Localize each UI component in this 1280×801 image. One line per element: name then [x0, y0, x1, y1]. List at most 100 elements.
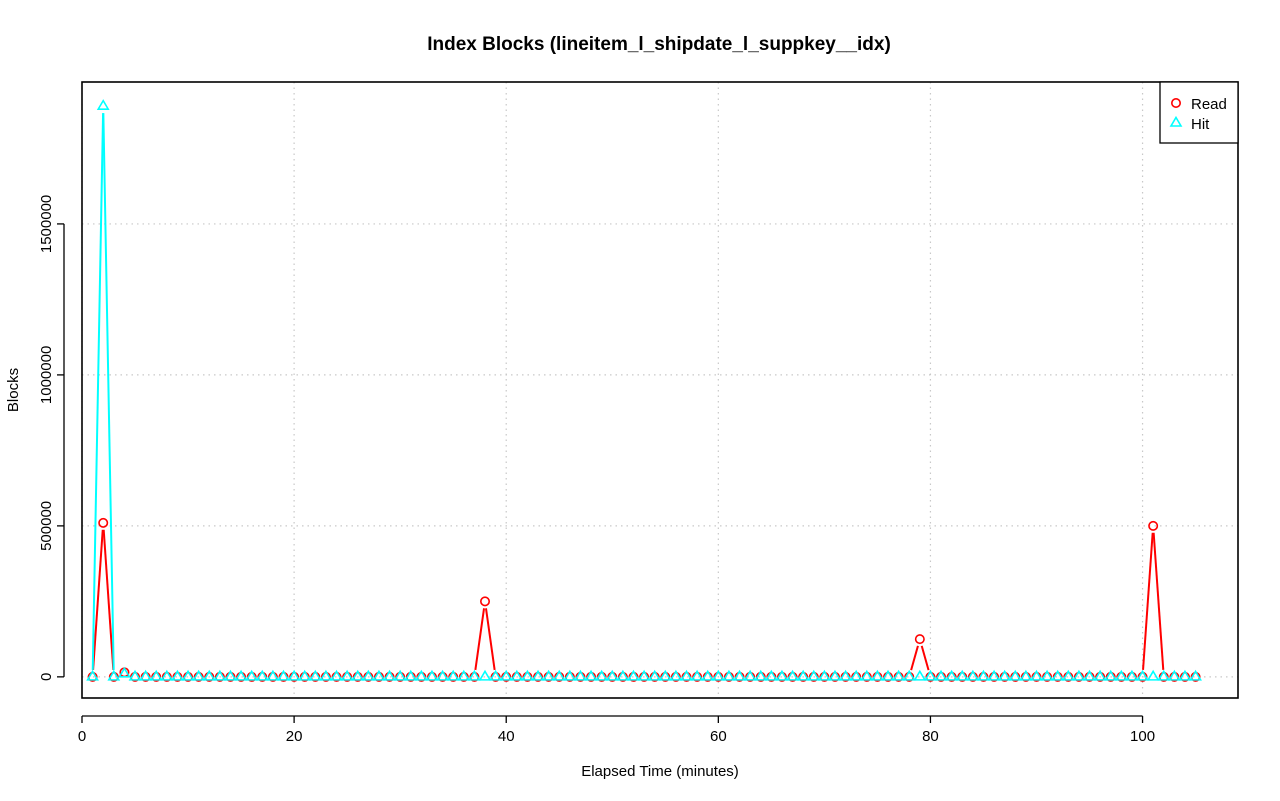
series-line-segment	[910, 645, 919, 671]
data-point	[98, 517, 109, 528]
data-point	[96, 99, 110, 110]
data-point	[266, 669, 280, 681]
series-line-segment	[92, 529, 104, 670]
series-line-segment	[474, 608, 486, 671]
data-point	[860, 669, 874, 681]
series-line-segment	[102, 113, 115, 670]
data-point	[733, 669, 746, 681]
data-point	[287, 669, 301, 681]
legend-hit-marker	[1169, 115, 1183, 127]
data-point	[192, 669, 206, 681]
data-point	[224, 669, 237, 681]
data-point	[711, 669, 725, 681]
data-point	[552, 669, 566, 681]
y-tick-label: 1500000	[38, 195, 55, 253]
data-point	[902, 669, 916, 681]
data-point	[987, 669, 1001, 681]
data-point	[563, 669, 577, 681]
y-tick-label: 1000000	[38, 346, 55, 404]
chart-title: Index Blocks (lineitem_l_shipdate_l_supp…	[427, 34, 891, 55]
data-point	[1061, 669, 1075, 681]
data-point	[1104, 669, 1118, 681]
data-point	[149, 669, 163, 681]
legend-read-marker	[1171, 98, 1182, 109]
data-point	[499, 669, 513, 681]
data-point	[1030, 669, 1043, 681]
data-point	[743, 669, 757, 681]
data-point	[234, 669, 248, 681]
data-point	[913, 669, 927, 681]
y-tick-label: 0	[38, 673, 55, 681]
data-point	[1167, 669, 1181, 681]
data-point	[1189, 669, 1202, 681]
legend-read-label: Read	[1191, 96, 1227, 113]
data-point	[308, 669, 322, 681]
data-point	[658, 669, 672, 681]
data-point	[489, 669, 503, 681]
data-point	[1051, 669, 1065, 681]
data-point	[669, 669, 683, 681]
plot-frame	[81, 81, 1239, 699]
data-point	[86, 669, 100, 681]
data-point	[977, 669, 990, 681]
data-point	[139, 669, 153, 681]
data-point	[160, 669, 174, 681]
data-point	[404, 669, 418, 681]
data-point	[107, 669, 121, 681]
y-axis-label: Blocks	[5, 368, 22, 412]
data-point	[478, 669, 492, 681]
series-line-segment	[1142, 532, 1154, 670]
x-tick-label: 0	[78, 728, 86, 745]
data-point	[330, 669, 343, 681]
data-point	[202, 669, 216, 681]
data-point	[892, 669, 906, 681]
data-point	[351, 669, 365, 681]
data-point	[277, 669, 290, 681]
data-point	[754, 669, 768, 681]
series-line-segment	[484, 608, 496, 671]
data-point	[680, 669, 693, 681]
y-tick-label: 500000	[38, 501, 55, 551]
data-point	[457, 669, 471, 681]
series-read	[87, 517, 1201, 682]
data-point	[648, 669, 662, 681]
data-point	[446, 669, 460, 681]
series-line-segment	[1152, 532, 1165, 670]
series-hit	[86, 99, 1202, 681]
data-point	[574, 669, 587, 681]
data-point	[340, 669, 354, 681]
series-line-segment	[91, 113, 105, 670]
data-point	[414, 669, 428, 681]
data-point	[255, 669, 269, 681]
data-point	[849, 669, 863, 681]
data-point	[181, 669, 195, 681]
data-point	[817, 669, 831, 681]
x-tick-label: 20	[286, 728, 303, 745]
data-point	[934, 669, 948, 681]
grid-layer	[81, 82, 1238, 698]
data-point	[828, 669, 842, 681]
data-point	[796, 669, 810, 681]
data-point	[584, 669, 598, 681]
data-point	[1125, 669, 1139, 681]
data-point	[542, 669, 556, 681]
data-point	[425, 669, 439, 681]
data-point	[722, 669, 736, 681]
data-point	[521, 669, 534, 681]
data-point	[1148, 520, 1159, 531]
data-point	[914, 634, 925, 645]
data-point	[531, 669, 545, 681]
data-point	[764, 669, 778, 681]
data-point	[171, 669, 184, 681]
data-point	[955, 669, 969, 681]
data-point	[480, 596, 491, 607]
legend-box	[1159, 81, 1239, 144]
data-point	[1114, 669, 1128, 681]
data-point	[1157, 669, 1171, 681]
data-point	[436, 669, 449, 681]
series-layer	[86, 99, 1202, 682]
data-point	[690, 669, 704, 681]
data-point	[468, 669, 481, 681]
data-point	[786, 669, 799, 681]
data-point	[637, 669, 651, 681]
